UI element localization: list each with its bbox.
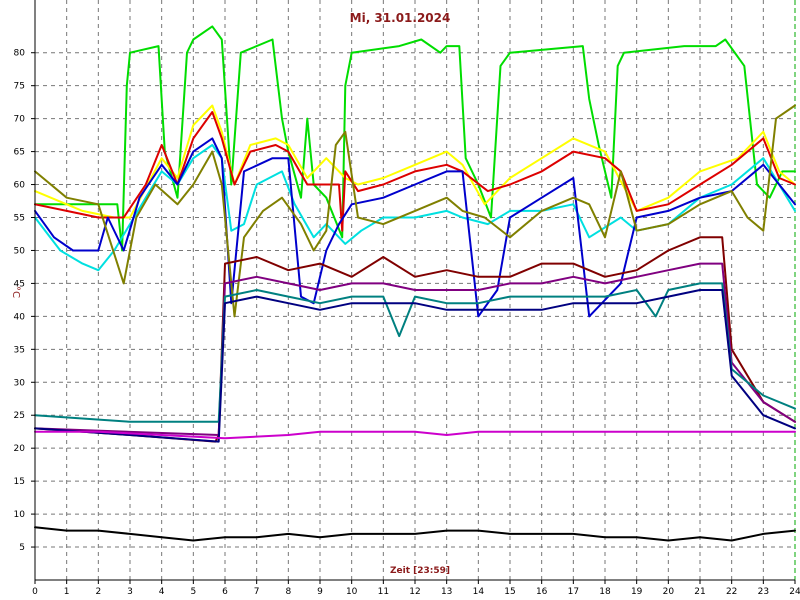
y-ticks: 5 10 15 20 25 30 35 40 45 50 55 60 65 70 75 80 bbox=[14, 49, 35, 553]
y-tick-label: 5 bbox=[19, 543, 25, 553]
y-tick-label: 25 bbox=[14, 411, 25, 421]
x-tick-label: 20 bbox=[663, 587, 675, 597]
x-tick-label: 18 bbox=[599, 587, 611, 597]
x-tick-label: 4 bbox=[159, 587, 165, 597]
series-line-9 bbox=[34, 282, 796, 423]
y-tick-label: 65 bbox=[14, 148, 25, 158]
series-line-10 bbox=[34, 289, 796, 443]
x-tick-label: 24 bbox=[789, 587, 800, 597]
y-tick-label: 15 bbox=[14, 477, 25, 487]
x-tick-label: 8 bbox=[285, 587, 291, 597]
y-tick-label: 40 bbox=[14, 312, 26, 322]
x-tick-label: 15 bbox=[504, 587, 515, 597]
x-tick-label: 11 bbox=[378, 587, 389, 597]
x-tick-label: 17 bbox=[568, 587, 579, 597]
x-tick-label: 13 bbox=[441, 587, 452, 597]
x-tick-label: 0 bbox=[32, 587, 38, 597]
x-axis-label: Zeit [23:59] bbox=[390, 566, 450, 576]
y-tick-label: 45 bbox=[14, 279, 25, 289]
series-line-12 bbox=[34, 526, 796, 542]
x-tick-label: 6 bbox=[222, 587, 228, 597]
x-tick-label: 19 bbox=[631, 587, 643, 597]
series-line-5 bbox=[34, 137, 796, 318]
grid bbox=[35, 0, 796, 580]
y-tick-label: 35 bbox=[14, 345, 25, 355]
x-tick-label: 14 bbox=[473, 587, 485, 597]
y-tick-label: 60 bbox=[14, 181, 26, 191]
x-tick-label: 23 bbox=[758, 587, 769, 597]
x-tick-label: 9 bbox=[317, 587, 323, 597]
x-ticks: 0 1 2 3 4 5 6 7 8 9 10 11 12 13 14 15 16 17 18 19 20 21 22 23 24 bbox=[32, 580, 800, 597]
series-group bbox=[34, 25, 796, 542]
chart-title: Mi, 31.01.2024 bbox=[350, 11, 451, 25]
y-tick-label: 70 bbox=[14, 115, 26, 125]
y-tick-label: 50 bbox=[14, 246, 26, 256]
x-tick-label: 10 bbox=[346, 587, 358, 597]
x-tick-label: 3 bbox=[127, 587, 133, 597]
y-tick-label: 55 bbox=[14, 214, 25, 224]
x-tick-label: 21 bbox=[694, 587, 705, 597]
x-tick-label: 1 bbox=[64, 587, 70, 597]
y-tick-label: 80 bbox=[14, 49, 26, 59]
x-tick-label: 22 bbox=[726, 587, 737, 597]
y-tick-label: 30 bbox=[14, 378, 26, 388]
x-tick-label: 12 bbox=[409, 587, 420, 597]
series-line-11 bbox=[34, 430, 796, 440]
x-tick-label: 2 bbox=[95, 587, 101, 597]
y-tick-label: 10 bbox=[14, 510, 26, 520]
y-axis-label: °C bbox=[10, 286, 21, 298]
series-line-6 bbox=[34, 104, 796, 318]
series-line-8 bbox=[34, 262, 796, 436]
x-tick-label: 7 bbox=[254, 587, 260, 597]
y-tick-label: 75 bbox=[14, 82, 25, 92]
series-line-1 bbox=[34, 25, 796, 252]
x-tick-label: 5 bbox=[190, 587, 196, 597]
y-tick-label: 20 bbox=[14, 444, 26, 454]
x-tick-label: 16 bbox=[536, 587, 548, 597]
